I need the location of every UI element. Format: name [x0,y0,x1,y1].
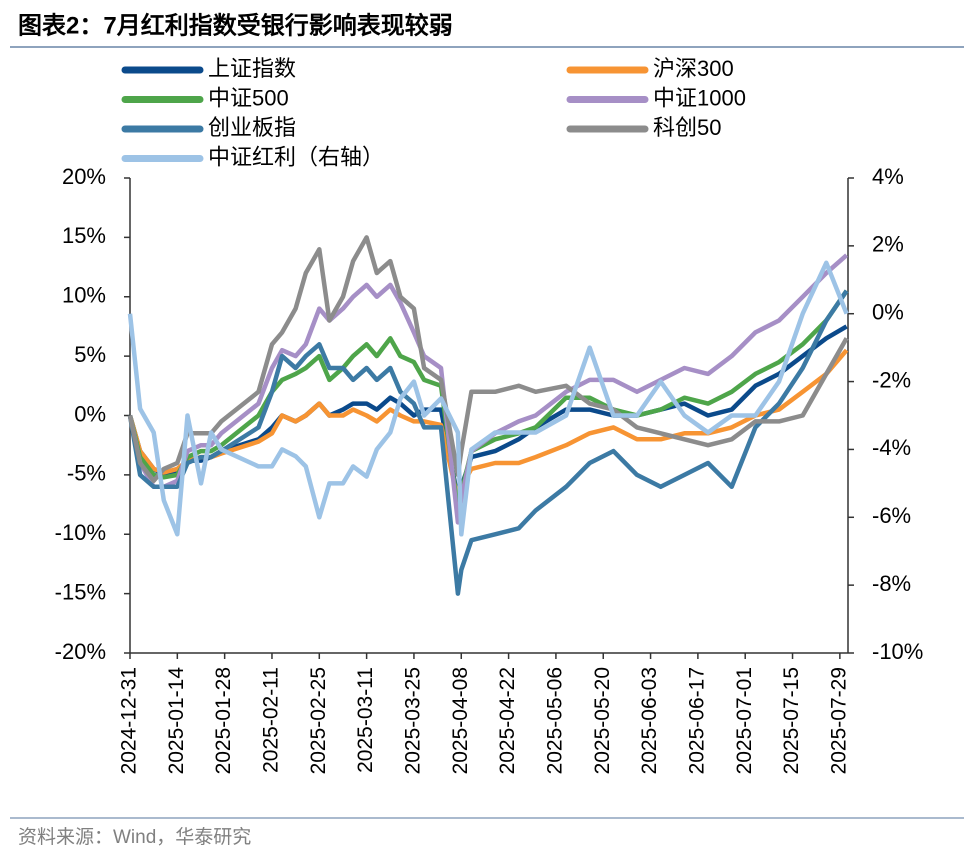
x-tick-label: 2025-02-11 [260,667,283,773]
y-tick-label: 10% [62,283,106,308]
series-line [127,348,849,501]
y2-tick-label: 0% [872,300,904,325]
x-tick-label: 2025-03-11 [354,667,377,773]
x-tick-label: 2025-01-28 [212,667,235,774]
y2-tick-label: -4% [872,435,911,460]
y2-tick-label: -2% [872,367,911,392]
x-tick-label: 2025-01-14 [165,667,188,775]
source: 资料来源：Wind，华泰研究 [18,826,251,848]
y2-tick-label: 4% [872,164,904,189]
legend-label: 科创50 [653,115,721,140]
y2-tick-label: 2% [872,232,904,257]
x-tick-label: 2025-03-25 [401,667,424,774]
x-tick-label: 2025-02-25 [307,667,330,774]
y-tick-label: 0% [74,401,106,426]
legend-label: 创业板指 [208,115,296,140]
x-tick-label: 2025-04-08 [449,667,472,774]
series-line [127,289,849,596]
legend-label: 中证500 [208,85,289,110]
series-line [127,289,849,513]
y-tick-label: 20% [62,164,106,189]
x-tick-label: 2025-07-15 [780,667,803,774]
y-tick-label: 15% [62,223,106,248]
x-tick-label: 2025-07-01 [733,667,756,774]
y-tick-label: -5% [67,461,106,486]
x-tick-label: 2024-12-31 [118,667,141,774]
y-tick-label: -15% [55,579,106,604]
x-tick-label: 2025-07-29 [827,667,850,774]
series-line [127,253,849,525]
y2-tick-label: -10% [872,639,923,664]
y-tick-label: -20% [55,639,106,664]
y2-tick-label: -6% [872,503,911,528]
x-tick-label: 2025-05-20 [591,667,614,774]
y-tick-label: 5% [74,342,106,367]
chart-title: 图表2：7月红利指数受银行影响表现较弱 [18,11,453,39]
series-line [127,260,849,537]
legend-label: 沪深300 [653,56,734,81]
x-tick-label: 2025-06-17 [685,667,708,774]
legend-label: 中证红利（右轴） [208,144,384,169]
x-tick-label: 2025-06-03 [638,667,661,774]
y2-tick-label: -8% [872,571,911,596]
legend-label: 中证1000 [653,85,746,110]
y-tick-label: -10% [55,520,106,545]
x-tick-label: 2025-05-06 [543,667,566,774]
x-tick-label: 2025-04-22 [496,667,519,774]
legend-label: 上证指数 [208,56,296,81]
